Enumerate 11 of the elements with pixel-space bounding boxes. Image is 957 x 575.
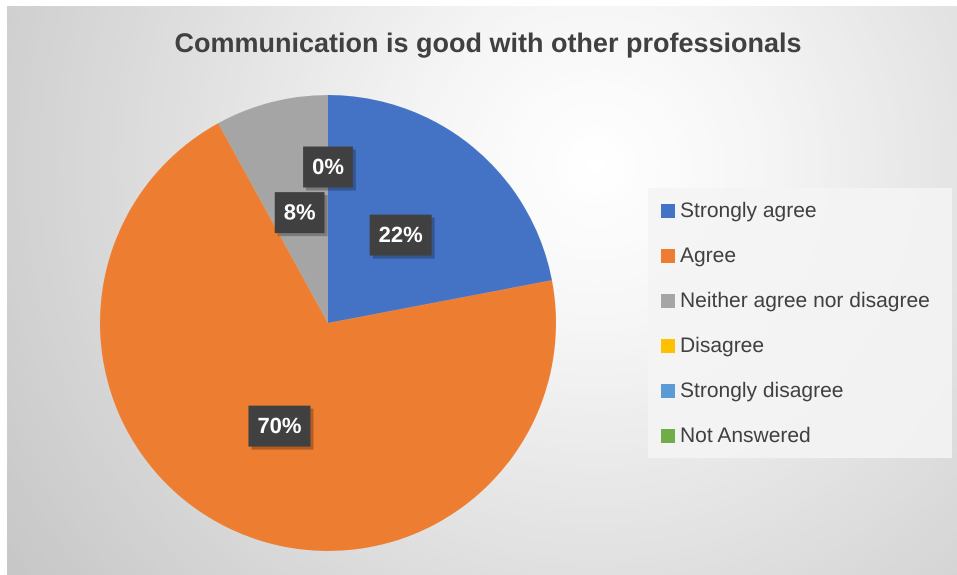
legend-label: Disagree bbox=[680, 332, 764, 358]
text: 0% bbox=[312, 154, 344, 180]
data-label: 8% bbox=[284, 200, 316, 225]
legend-label: Agree bbox=[680, 242, 736, 268]
data-label: 22% bbox=[378, 222, 423, 248]
legend-label: Not Answered bbox=[680, 422, 811, 448]
data-label: 70% bbox=[257, 413, 302, 438]
legend-label: Neither agree nor disagree bbox=[680, 288, 930, 314]
legend-label: Strongly disagree bbox=[680, 378, 844, 404]
chart-title: Communication is good with other professionals bbox=[173, 27, 803, 60]
legend-label: Strongly agree bbox=[680, 198, 817, 224]
